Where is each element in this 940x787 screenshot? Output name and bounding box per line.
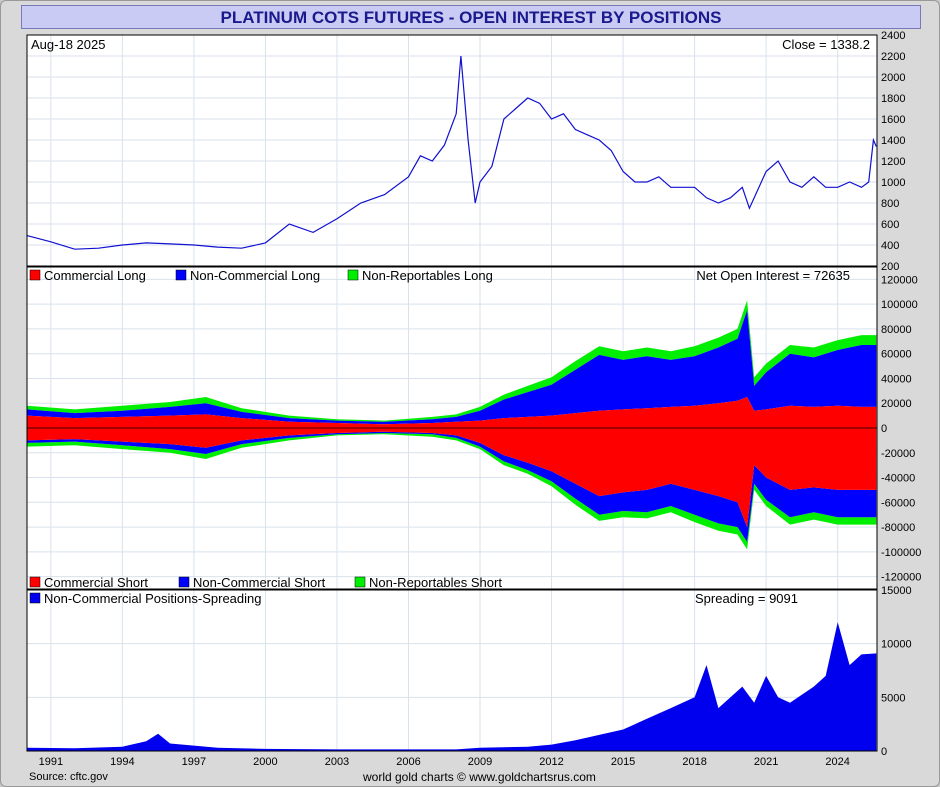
legend-non-reportables-long: Non-Reportables Long [362, 268, 493, 283]
oi-y-tick-label: -60000 [881, 497, 915, 509]
x-tick-label: 1997 [182, 756, 206, 768]
legend-swatch-spreading [29, 592, 41, 604]
legend-swatch-non-reportables-short [354, 576, 366, 588]
oi-y-tick-label: 120000 [881, 274, 918, 286]
non-commercial-long-area [27, 310, 877, 425]
non-reportables-long-area [27, 300, 877, 422]
price-y-tick-label: 600 [881, 219, 899, 231]
spreading-value-label: Spreading = 9091 [695, 591, 798, 606]
legend-non-reportables-short: Non-Reportables Short [369, 575, 502, 590]
price-y-tick-label: 1800 [881, 93, 905, 105]
open-interest-series [27, 300, 877, 550]
x-tick-label: 2012 [539, 756, 563, 768]
spreading-series [27, 622, 877, 751]
x-tick-label: 2024 [825, 756, 849, 768]
x-tick-label: 2003 [325, 756, 349, 768]
x-tick-label: 2015 [611, 756, 635, 768]
oi-y-tick-label: 20000 [881, 398, 912, 410]
oi-y-tick-label: -80000 [881, 522, 915, 534]
axes: 1991 1994 1997 2000 2003 2006 2009 2012 2015 2018… [39, 30, 922, 768]
legend-swatch-commercial-long [29, 269, 41, 281]
spreading-area [27, 622, 877, 751]
price-y-tick-label: 1200 [881, 156, 905, 168]
spreading-y-tick-label: 0 [881, 746, 887, 758]
price-y-tick-label: 1600 [881, 114, 905, 126]
commercial-short-area [27, 428, 877, 528]
commercial-long-area [27, 397, 877, 428]
oi-y-tick-label: -120000 [881, 572, 921, 584]
oi-y-tick-label: 0 [881, 423, 887, 435]
price-panel [27, 35, 877, 266]
spreading-y-tick-label: 10000 [881, 639, 912, 651]
credit-label: world gold charts © www.goldchartsrus.co… [363, 770, 596, 784]
price-line [26, 55, 877, 250]
oi-y-tick-label: 100000 [881, 299, 918, 311]
oi-y-tick-label: -100000 [881, 547, 921, 559]
oi-y-tick-label: 80000 [881, 324, 912, 336]
legend-swatch-non-commercial-long [175, 269, 187, 281]
spreading-y-tick-label: 5000 [881, 692, 905, 704]
oi-y-tick-label: 60000 [881, 349, 912, 361]
x-tick-label: 2006 [396, 756, 420, 768]
oi-y-tick-label: -20000 [881, 448, 915, 460]
title-bar: PLATINUM COTS FUTURES - OPEN INTEREST BY… [21, 5, 921, 29]
x-tick-label: 2018 [682, 756, 706, 768]
legend-swatch-non-reportables-long [347, 269, 359, 281]
price-y-tick-label: 200 [881, 261, 899, 273]
legend-swatch-commercial-short [29, 576, 41, 588]
legend-spreading: Non-Commercial Positions-Spreading [44, 591, 261, 606]
price-y-tick-label: 1400 [881, 135, 905, 147]
price-y-tick-label: 2000 [881, 72, 905, 84]
spreading-y-tick-label: 15000 [881, 585, 912, 597]
x-tick-label: 1994 [110, 756, 134, 768]
grid-lines [27, 34, 877, 752]
x-tick-label: 2000 [253, 756, 277, 768]
legend-swatch-non-commercial-short [178, 576, 190, 588]
price-y-tick-label: 1000 [881, 177, 905, 189]
chart-title: PLATINUM COTS FUTURES - OPEN INTEREST BY… [220, 8, 722, 27]
oi-y-tick-label: 40000 [881, 373, 912, 385]
price-y-tick-label: 400 [881, 240, 899, 252]
legend-commercial-long: Commercial Long [44, 268, 146, 283]
price-y-tick-label: 800 [881, 198, 899, 210]
legend-commercial-short: Commercial Short [44, 575, 148, 590]
source-label: Source: cftc.gov [29, 771, 108, 783]
plot-border [26, 34, 878, 752]
price-y-tick-label: 2200 [881, 51, 905, 63]
price-series [26, 55, 877, 250]
legend-non-commercial-short: Non-Commercial Short [193, 575, 326, 590]
close-label: Close = 1338.2 [782, 37, 870, 52]
non-reportables-short-area [27, 433, 877, 550]
legend-non-commercial-long: Non-Commercial Long [190, 268, 320, 283]
non-commercial-short-area [27, 431, 877, 542]
oi-y-tick-label: -40000 [881, 473, 915, 485]
net-open-interest-label: Net Open Interest = 72635 [696, 268, 850, 283]
x-tick-label: 1991 [39, 756, 63, 768]
x-tick-label: 2021 [754, 756, 778, 768]
date-label: Aug-18 2025 [31, 37, 105, 52]
price-y-tick-label: 2400 [881, 30, 905, 42]
x-tick-label: 2009 [468, 756, 492, 768]
